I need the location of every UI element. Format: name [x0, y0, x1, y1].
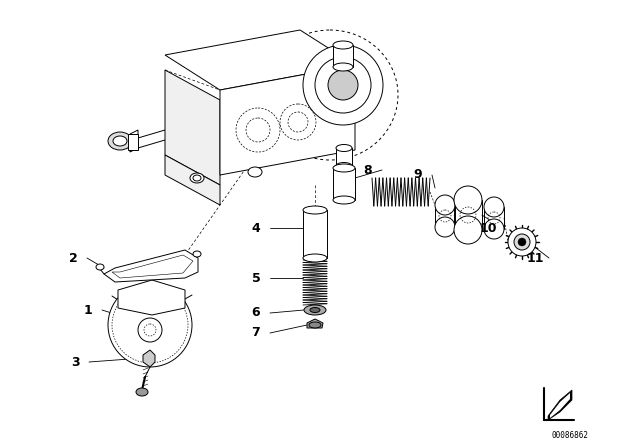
Text: 10: 10	[479, 221, 497, 234]
Ellipse shape	[108, 283, 192, 367]
Ellipse shape	[108, 132, 132, 150]
Ellipse shape	[193, 175, 201, 181]
Bar	[333, 168, 355, 200]
Bar	[128, 134, 138, 150]
Bar	[303, 210, 327, 258]
Ellipse shape	[193, 251, 201, 257]
Ellipse shape	[336, 163, 352, 169]
Ellipse shape	[96, 264, 104, 270]
Ellipse shape	[435, 195, 455, 215]
Ellipse shape	[248, 167, 262, 177]
Polygon shape	[104, 250, 198, 282]
Polygon shape	[165, 30, 355, 90]
Ellipse shape	[484, 219, 504, 239]
Ellipse shape	[303, 45, 383, 125]
Polygon shape	[550, 393, 570, 418]
Polygon shape	[220, 65, 355, 175]
Ellipse shape	[508, 228, 536, 256]
Text: 4: 4	[252, 221, 260, 234]
Ellipse shape	[328, 70, 358, 100]
Ellipse shape	[518, 238, 526, 246]
Polygon shape	[118, 280, 185, 315]
Ellipse shape	[333, 63, 353, 71]
Text: 2: 2	[68, 251, 77, 264]
Text: 5: 5	[252, 271, 260, 284]
Ellipse shape	[514, 234, 530, 250]
Text: 00086862: 00086862	[552, 431, 589, 439]
Text: 6: 6	[252, 306, 260, 319]
Ellipse shape	[310, 307, 320, 313]
Ellipse shape	[136, 388, 148, 396]
Ellipse shape	[333, 196, 355, 204]
Text: 7: 7	[252, 327, 260, 340]
Polygon shape	[130, 130, 138, 152]
Ellipse shape	[435, 217, 455, 237]
Bar	[333, 45, 353, 67]
Text: 9: 9	[413, 168, 422, 181]
Polygon shape	[307, 319, 323, 328]
Bar	[336, 148, 352, 166]
Ellipse shape	[333, 41, 353, 49]
Ellipse shape	[303, 206, 327, 214]
Polygon shape	[165, 155, 220, 205]
Ellipse shape	[315, 57, 371, 113]
Ellipse shape	[454, 216, 482, 244]
Text: 3: 3	[70, 356, 79, 369]
Ellipse shape	[303, 254, 327, 262]
Ellipse shape	[484, 197, 504, 217]
Ellipse shape	[454, 186, 482, 214]
Polygon shape	[143, 350, 155, 367]
Text: 8: 8	[364, 164, 372, 177]
Text: 1: 1	[84, 303, 92, 316]
Ellipse shape	[304, 305, 326, 315]
Polygon shape	[548, 390, 572, 420]
Text: 11: 11	[526, 251, 544, 264]
Ellipse shape	[113, 136, 127, 146]
Ellipse shape	[190, 173, 204, 183]
Polygon shape	[165, 70, 220, 185]
Ellipse shape	[333, 164, 355, 172]
Ellipse shape	[309, 322, 321, 328]
Ellipse shape	[336, 145, 352, 151]
